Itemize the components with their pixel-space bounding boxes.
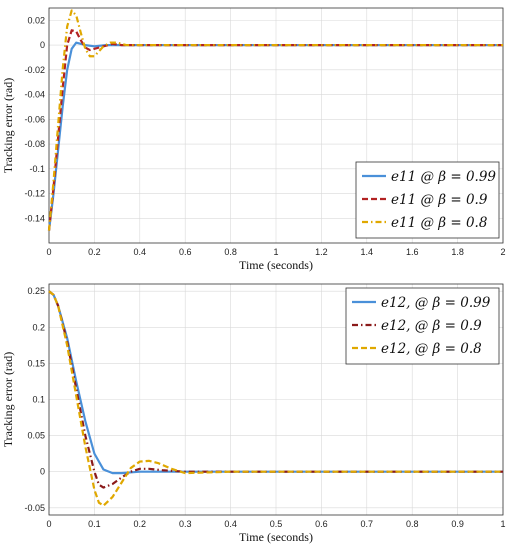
- x-axis-label: Time (seconds): [239, 258, 313, 272]
- y-tick-label: 0.05: [27, 431, 45, 441]
- x-tick-label: 0.2: [88, 247, 101, 257]
- x-tick-label: 0.1: [88, 519, 101, 529]
- x-tick-label: 0.8: [224, 247, 237, 257]
- legend-entry: e11 @ β = 0.8: [391, 215, 488, 231]
- y-tick-label: -0.1: [29, 164, 45, 174]
- x-tick-label: 2: [500, 247, 505, 257]
- y-tick-label: 0.02: [27, 15, 45, 25]
- y-tick-label: -0.04: [24, 90, 45, 100]
- y-tick-label: 0: [40, 467, 45, 477]
- x-tick-label: 0.6: [315, 519, 328, 529]
- y-tick-label: -0.02: [24, 65, 45, 75]
- x-tick-label: 0: [46, 519, 51, 529]
- y-tick-label: -0.12: [24, 189, 45, 199]
- x-tick-label: 0.9: [451, 519, 464, 529]
- x-tick-label: 1.8: [451, 247, 464, 257]
- x-tick-label: 1: [500, 519, 505, 529]
- y-tick-label: 0.2: [32, 322, 45, 332]
- x-tick-label: 1.4: [361, 247, 374, 257]
- x-tick-label: 0.4: [134, 247, 147, 257]
- plot-frame: [48, 283, 504, 516]
- x-tick-label: 0.8: [406, 519, 419, 529]
- series-line: [47, 9, 503, 231]
- y-tick-label: 0.25: [27, 286, 45, 296]
- legend-entry: e12, @ β = 0.99: [381, 295, 491, 311]
- series-line: [47, 29, 503, 231]
- y-tick-label: 0.15: [27, 358, 45, 368]
- bottom-chart: 0 0.1 0.2 0.3 0.4 0.5 0.6 0.7 0.8 0.9 1 0.25 0.2 0.15…: [1, 283, 506, 544]
- x-tick-label: 0.2: [134, 519, 147, 529]
- series-line: [48, 290, 503, 507]
- legend-entry: e12, @ β = 0.8: [381, 341, 482, 357]
- x-tick-label: 1: [273, 247, 278, 257]
- x-tick-label: 1.2: [315, 247, 328, 257]
- legend-entry: e12, @ β = 0.9: [381, 318, 482, 334]
- legend-entry: e11 @ β = 0.9: [391, 192, 488, 208]
- legend-box: [355, 161, 500, 239]
- x-tick-label: 0: [46, 247, 51, 257]
- x-tick-label: 0.3: [179, 519, 192, 529]
- legend-entry: e11 @ β = 0.99: [391, 169, 496, 185]
- y-axis-label: Tracking error (rad): [1, 352, 15, 448]
- y-tick-label: 0: [40, 40, 45, 50]
- x-tick-label: 0.7: [361, 519, 374, 529]
- plot-frame: [48, 7, 504, 244]
- y-tick-label: 0.1: [32, 395, 45, 405]
- y-tick-label: -0.08: [24, 139, 45, 149]
- x-tick-label: 0.5: [270, 519, 283, 529]
- x-tick-label: 0.4: [224, 519, 237, 529]
- y-tick-label: -0.05: [24, 503, 45, 513]
- x-axis-label: Time (seconds): [239, 530, 313, 544]
- y-axis-label: Tracking error (rad): [1, 78, 15, 174]
- y-tick-label: -0.06: [24, 114, 45, 124]
- x-tick-label: 0.6: [179, 247, 192, 257]
- top-chart: 0 0.2 0.4 0.6 0.8 1 1.2 1.4 1.6 1.8 2 0.02 0 -0.02 -0.…: [1, 7, 506, 272]
- x-tick-label: 1.6: [406, 247, 419, 257]
- y-tick-label: -0.14: [24, 213, 45, 223]
